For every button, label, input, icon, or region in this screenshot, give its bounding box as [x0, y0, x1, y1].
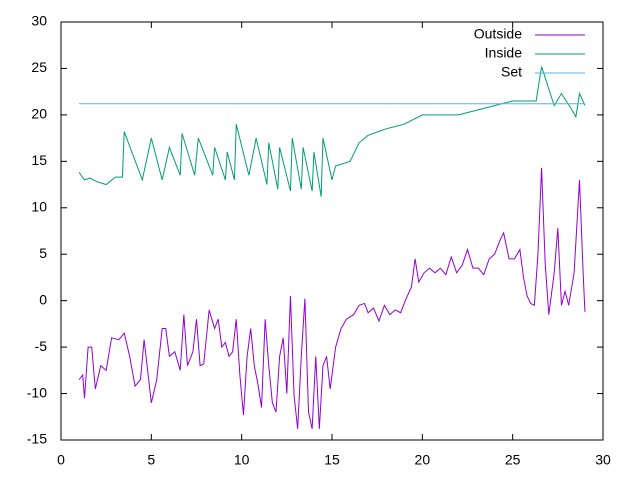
- x-tick-label: 25: [505, 452, 521, 468]
- legend-label: Set: [501, 64, 522, 80]
- y-tick-label: -5: [35, 338, 48, 354]
- series-line: [78, 66, 586, 197]
- x-tick-label: 15: [324, 452, 340, 468]
- y-tick-label: 5: [39, 245, 47, 261]
- x-tick-label: 20: [415, 452, 431, 468]
- y-tick-label: 20: [31, 106, 47, 122]
- x-tick-label: 0: [57, 452, 65, 468]
- y-tick-label: 10: [31, 198, 47, 214]
- y-tick-label: -15: [27, 431, 47, 447]
- series-line: [78, 167, 586, 429]
- legend-label: Outside: [474, 26, 522, 42]
- y-tick-label: 0: [39, 291, 47, 307]
- y-tick-label: 30: [31, 13, 47, 29]
- y-tick-label: 25: [31, 59, 47, 75]
- plot-border: [60, 21, 604, 441]
- y-tick-label: 15: [31, 152, 47, 168]
- x-tick-label: 30: [595, 452, 611, 468]
- x-tick-label: 10: [234, 452, 250, 468]
- legend-label: Inside: [485, 45, 523, 61]
- y-tick-label: -10: [27, 384, 47, 400]
- x-tick-label: 5: [147, 452, 155, 468]
